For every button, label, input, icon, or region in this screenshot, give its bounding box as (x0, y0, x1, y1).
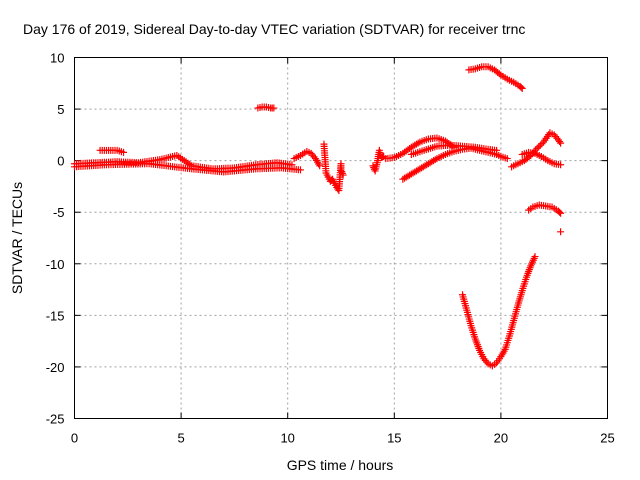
data-point (556, 208, 564, 216)
data-point (338, 169, 346, 177)
plot-frame (74, 57, 608, 419)
data-point (431, 156, 439, 164)
x-axis-label: GPS time / hours (287, 457, 394, 473)
data-point (493, 146, 501, 154)
data-points (71, 63, 565, 370)
data-point (316, 162, 324, 170)
data-point (503, 155, 511, 163)
data-point (483, 358, 491, 366)
data-point (556, 138, 564, 146)
x-tick-label: 25 (600, 431, 614, 446)
data-point (310, 153, 318, 161)
data-point (557, 228, 565, 236)
y-axis-label: SDTVAR / TECUs (9, 182, 25, 294)
x-tick-label: 0 (71, 431, 78, 446)
y-tick-labels: -25 -20 -15 -10 -5 0 5 10 (46, 51, 65, 427)
data-point (531, 253, 539, 261)
y-tick-label: 0 (57, 154, 64, 169)
y-tick-label: 10 (50, 51, 64, 66)
data-point (557, 161, 565, 169)
data-point (557, 139, 565, 147)
chart-title: Day 176 of 2019, Sidereal Day-to-day VTE… (23, 21, 525, 37)
data-point (120, 148, 128, 156)
data-point (337, 166, 345, 174)
x-tick-label: 20 (494, 431, 508, 446)
data-point (339, 171, 347, 179)
data-point (517, 83, 525, 91)
x-tick-label: 5 (177, 431, 184, 446)
y-tick-label: 5 (57, 102, 64, 117)
data-point (518, 84, 526, 92)
data-point (536, 141, 544, 149)
y-tick-label: -10 (46, 257, 65, 272)
y-tick-label: -5 (53, 205, 65, 220)
x-tick-label: 10 (280, 431, 294, 446)
x-tick-label: 15 (387, 431, 401, 446)
data-point (270, 104, 278, 112)
data-point (338, 168, 346, 176)
data-point (535, 143, 543, 151)
grid-lines (74, 57, 608, 419)
data-point (296, 166, 304, 174)
y-tick-label: -20 (46, 360, 65, 375)
data-point (533, 144, 541, 152)
y-tick-label: -25 (46, 412, 65, 427)
y-tick-label: -15 (46, 308, 65, 323)
data-point (495, 70, 503, 78)
data-point (557, 209, 565, 217)
data-point (414, 139, 422, 147)
x-tick-labels: 0 5 10 15 20 25 (71, 431, 615, 446)
axis-ticks (74, 57, 608, 419)
